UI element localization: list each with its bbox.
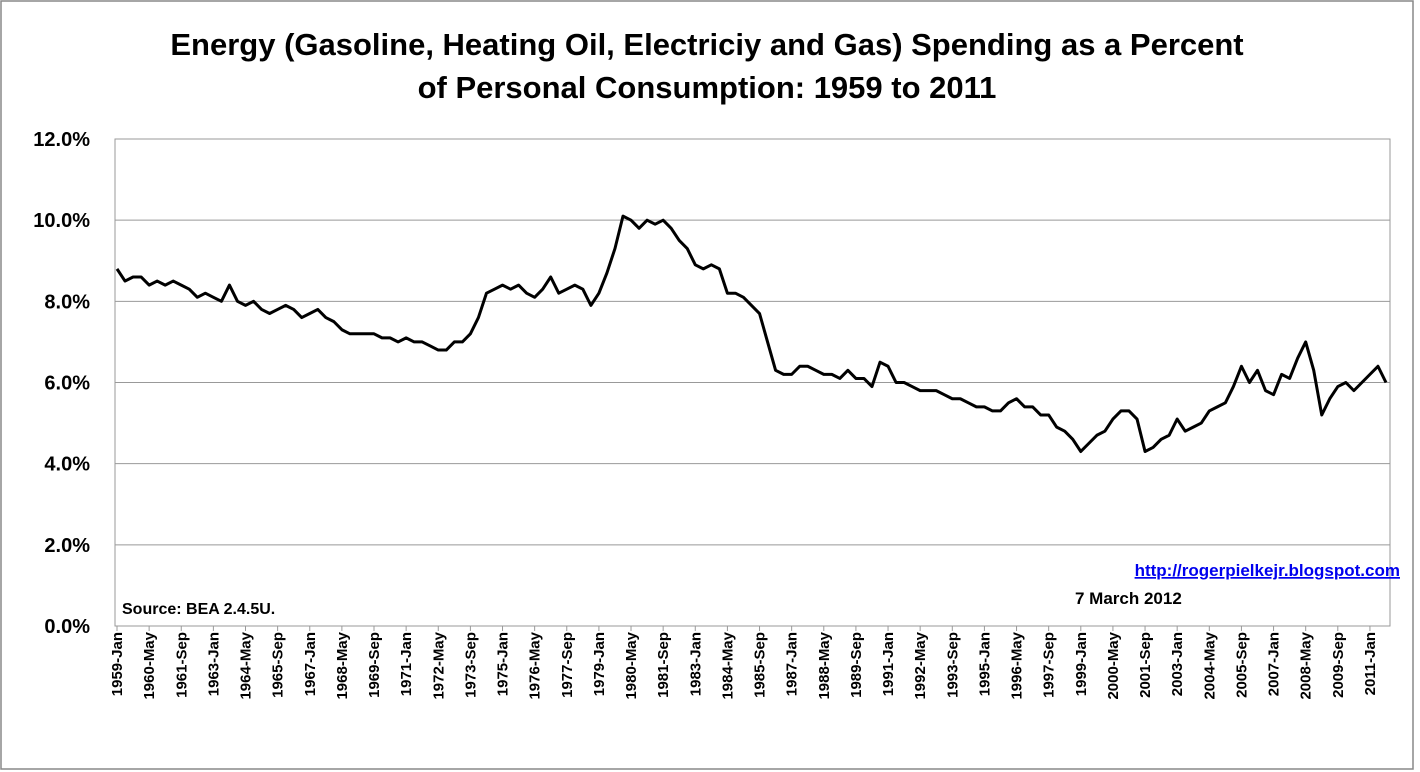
chart-title: Energy (Gasoline, Heating Oil, Electrici…: [170, 27, 1243, 62]
x-tick-label: 1965-Sep: [270, 632, 287, 698]
x-tick-label: 2000-May: [1105, 631, 1122, 699]
x-tick-label: 1973-Sep: [462, 632, 479, 698]
x-tick-label: 1967-Jan: [302, 632, 319, 696]
x-tick-label: 1959-Jan: [109, 632, 126, 696]
x-tick-label: 1992-May: [912, 631, 929, 699]
x-tick-label: 1995-Jan: [976, 632, 993, 696]
y-tick-label: 8.0%: [44, 291, 90, 313]
y-tick-label: 10.0%: [33, 210, 90, 232]
x-tick-label: 1972-May: [430, 631, 447, 699]
x-tick-label: 1993-Sep: [944, 632, 961, 698]
source-note: Source: BEA 2.4.5U.: [122, 601, 275, 618]
x-tick-label: 1980-May: [623, 631, 640, 699]
y-tick-label: 6.0%: [44, 373, 90, 395]
y-tick-label: 0.0%: [44, 616, 90, 638]
x-tick-label: 2004-May: [1201, 631, 1218, 699]
data-line: [115, 214, 1388, 453]
x-tick-label: 1969-Sep: [366, 632, 383, 698]
x-tick-label: 1987-Jan: [784, 632, 801, 696]
date-note: 7 March 2012: [1075, 589, 1182, 608]
x-tick-label: 1996-May: [1009, 631, 1026, 699]
x-tick-label: 2001-Sep: [1137, 632, 1154, 698]
x-tick-label: 1963-Jan: [205, 632, 222, 696]
x-tick-label: 2009-Sep: [1330, 632, 1347, 698]
x-tick-label: 1981-Sep: [655, 632, 672, 698]
y-tick-label: 2.0%: [44, 535, 90, 557]
x-tick-label: 2007-Jan: [1266, 632, 1283, 696]
x-tick-label: 1983-Jan: [687, 632, 704, 696]
x-tick-label: 1984-May: [719, 631, 736, 699]
x-tick-label: 2011-Jan: [1362, 632, 1379, 695]
x-tick-label: 1985-Sep: [752, 632, 769, 698]
chart-title: of Personal Consumption: 1959 to 2011: [418, 70, 997, 105]
x-tick-label: 1968-May: [334, 631, 351, 699]
x-tick-label: 1975-Jan: [495, 632, 512, 696]
x-tick-label: 1960-May: [141, 631, 158, 699]
x-tick-label: 1997-Sep: [1041, 632, 1058, 698]
x-tick-label: 1979-Jan: [591, 632, 608, 696]
x-tick-label: 2008-May: [1298, 631, 1315, 699]
x-tick-label: 1989-Sep: [848, 632, 865, 698]
x-tick-label: 2003-Jan: [1169, 632, 1186, 696]
y-tick-label: 12.0%: [33, 129, 90, 151]
x-tick-label: 1964-May: [238, 631, 255, 699]
y-tick-label: 4.0%: [44, 454, 90, 476]
x-tick-label: 1991-Jan: [880, 632, 897, 696]
blog-link[interactable]: http://rogerpielkejr.blogspot.com: [1135, 561, 1400, 580]
x-tick-label: 1976-May: [527, 631, 544, 699]
x-tick-label: 1961-Sep: [173, 632, 190, 698]
x-tick-label: 1988-May: [816, 631, 833, 699]
x-tick-label: 1999-Jan: [1073, 632, 1090, 696]
plot-border: [114, 138, 1391, 627]
x-tick-label: 1977-Sep: [559, 632, 576, 698]
x-tick-label: 2005-Sep: [1233, 632, 1250, 698]
x-tick-label: 1971-Jan: [398, 632, 415, 696]
